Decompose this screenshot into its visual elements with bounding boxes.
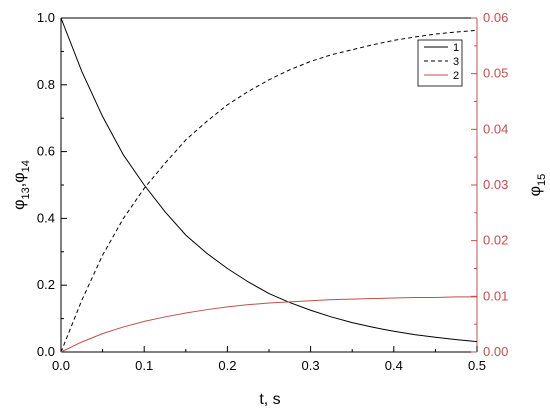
left-y-tick-label: 0.2: [37, 277, 55, 292]
legend-label-1: 1: [453, 42, 459, 54]
x-axis-title: t, s: [259, 391, 280, 408]
x-tick-label: 0.4: [385, 358, 403, 373]
series-layer: [60, 17, 478, 353]
x-tick-label: 0.1: [135, 358, 153, 373]
left-y-axis-title: φ13,φ14: [11, 160, 32, 210]
right-y-tick-label: 0.02: [483, 233, 508, 248]
plot-frame: [60, 17, 478, 353]
right-y-tick-label: 0.05: [483, 66, 508, 81]
series-3-line: [60, 29, 478, 353]
series-2-line: [60, 296, 477, 353]
left-y-axis-ticks: 0.0 0.2 0.4 0.6 0.8 1.0: [37, 10, 67, 359]
x-tick-label: 0.5: [468, 358, 486, 373]
right-y-axis-ticks: 0.00 0.01 0.02 0.03 0.04 0.05 0.06: [471, 10, 508, 359]
legend: 1 3 2: [417, 39, 463, 87]
series-1-line: [60, 17, 478, 343]
legend-label-2: 2: [453, 70, 459, 82]
x-tick-label: 0.3: [302, 358, 320, 373]
x-tick-label: 0.2: [218, 358, 236, 373]
right-y-tick-label: 0.06: [483, 10, 508, 25]
right-y-tick-label: 0.04: [483, 121, 508, 136]
right-y-tick-label: 0.03: [483, 177, 508, 192]
left-y-tick-label: 0.4: [37, 210, 55, 225]
left-y-tick-label: 0.8: [37, 77, 55, 92]
left-y-tick-label: 0.6: [37, 144, 55, 159]
legend-label-3: 3: [453, 56, 459, 68]
right-y-tick-label: 0.00: [483, 344, 508, 359]
right-y-axis-title: φ15: [527, 174, 548, 197]
x-axis-ticks: 0.0 0.1 0.2 0.3 0.4 0.5: [52, 346, 486, 373]
legend-box: [417, 39, 463, 87]
left-y-tick-label: 0.0: [37, 344, 55, 359]
x-tick-label: 0.0: [52, 358, 70, 373]
right-y-tick-label: 0.01: [483, 288, 508, 303]
left-y-tick-label: 1.0: [37, 10, 55, 25]
